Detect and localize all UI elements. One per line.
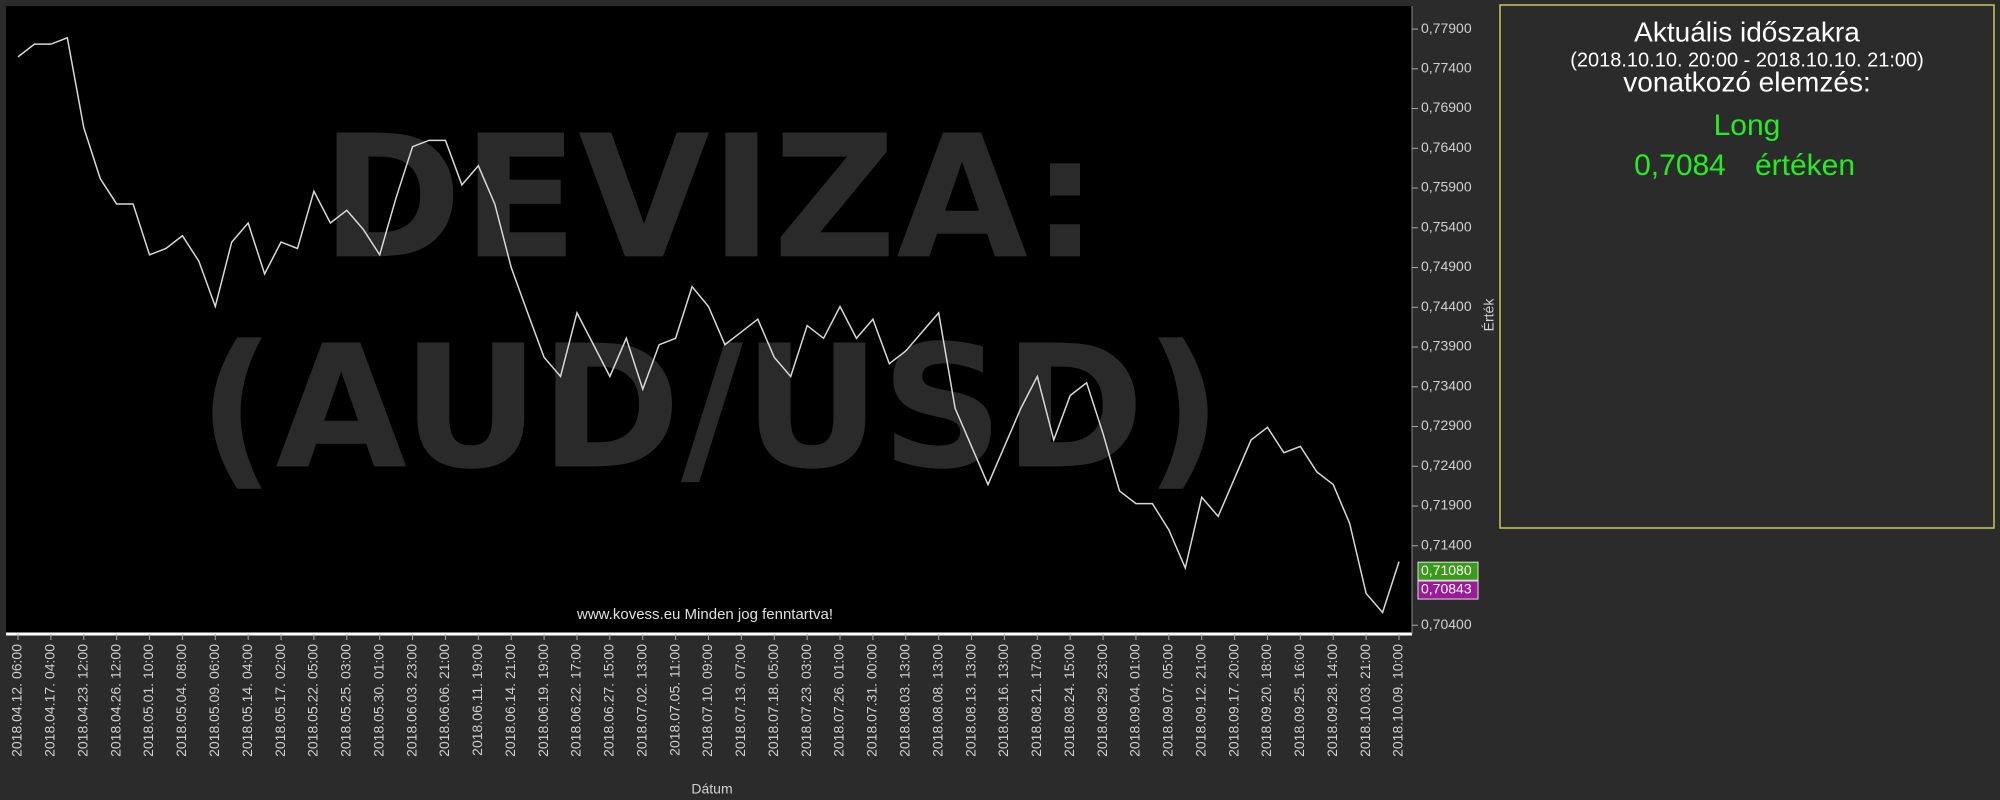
x-tick-label: 2018.06.03. 23:00 <box>403 644 419 757</box>
x-tick-label: 2018.07.10. 09:00 <box>699 644 715 757</box>
x-tick-label: 2018.04.23. 12:00 <box>74 644 90 757</box>
y-tick-label: 0,70400 <box>1421 616 1472 632</box>
y-tick-label: 0,74400 <box>1421 298 1472 314</box>
y-tick-label: 0,76900 <box>1421 99 1472 115</box>
x-tick-label: 2018.08.08. 13:00 <box>929 644 945 757</box>
x-tick-label: 2018.08.29. 23:00 <box>1094 644 1110 757</box>
price-marker <box>1417 561 1479 581</box>
y-tick-label: 0,75900 <box>1421 179 1472 195</box>
price-marker <box>1417 580 1479 600</box>
x-tick-label: 2018.06.06. 21:00 <box>436 644 452 757</box>
y-axis-title: Érték <box>1481 298 1497 332</box>
x-tick-label: 2018.04.12. 06:00 <box>9 644 25 757</box>
panel-signal: Long <box>1714 109 1781 142</box>
y-tick-label: 0,72900 <box>1421 417 1472 433</box>
x-tick-label: 2018.10.09. 10:00 <box>1390 644 1406 757</box>
x-tick-label: 2018.06.27. 15:00 <box>601 644 617 757</box>
x-tick-label: 2018.07.18. 05:00 <box>765 644 781 757</box>
x-tick-label: 2018.05.25. 03:00 <box>338 644 354 757</box>
price-line <box>17 36 1400 615</box>
price-marker-label: 0,71080 <box>1421 562 1472 578</box>
x-tick-label: 2018.07.13. 07:00 <box>732 644 748 757</box>
x-tick-label: 2018.09.17. 20:00 <box>1225 644 1241 757</box>
x-tick-label: 2018.08.21. 17:00 <box>1028 644 1044 757</box>
y-tick-label: 0,77400 <box>1421 60 1472 76</box>
x-tick-label: 2018.06.14. 21:00 <box>502 644 518 757</box>
x-tick-label: 2018.08.16. 13:00 <box>995 644 1011 757</box>
x-tick-label: 2018.09.28. 14:00 <box>1324 644 1340 757</box>
price-marker-label: 0,70843 <box>1421 581 1472 597</box>
x-tick-label: 2018.08.13. 13:00 <box>962 644 978 757</box>
x-tick-label: 2018.09.07. 05:00 <box>1160 644 1176 757</box>
x-tick-label: 2018.08.03. 13:00 <box>896 644 912 757</box>
x-tick-label: 2018.06.22. 17:00 <box>568 644 584 757</box>
y-tick-label: 0,73900 <box>1421 338 1472 354</box>
y-tick-label: 0,75400 <box>1421 218 1472 234</box>
x-tick-label: 2018.07.05. 11:00 <box>666 644 682 756</box>
watermark: DEVIZA: <box>321 99 1099 297</box>
x-tick-label: 2018.07.26. 01:00 <box>831 644 847 757</box>
x-tick-label: 2018.05.09. 06:00 <box>206 644 222 757</box>
panel-period: (2018.10.10. 20:00 - 2018.10.10. 21:00) <box>1570 49 1924 71</box>
x-tick-label: 2018.05.14. 04:00 <box>239 644 255 757</box>
y-tick-label: 0,74900 <box>1421 258 1472 274</box>
y-tick-label: 0,73400 <box>1421 377 1472 393</box>
x-tick-label: 2018.08.24. 15:00 <box>1061 644 1077 757</box>
watermark: (AUD/USD) <box>198 309 1223 507</box>
x-tick-label: 2018.07.31. 00:00 <box>864 644 880 757</box>
x-tick-label: 2018.05.22. 05:00 <box>305 644 321 757</box>
x-tick-label: 2018.04.17. 04:00 <box>42 644 58 757</box>
x-tick-label: 2018.04.26. 12:00 <box>107 644 123 757</box>
panel-title: Aktuális időszakra <box>1634 16 1860 47</box>
x-axis-title: Dátum <box>691 781 732 797</box>
panel-price-suffix: értéken <box>1755 149 1855 182</box>
panel-price: 0,7084 <box>1634 149 1726 182</box>
x-tick-label: 2018.09.25. 16:00 <box>1291 644 1307 757</box>
analysis-panel <box>1499 4 1995 529</box>
y-tick-label: 0,77900 <box>1421 20 1472 36</box>
x-tick-label: 2018.09.20. 18:00 <box>1258 644 1274 757</box>
x-tick-label: 2018.07.02. 13:00 <box>633 644 649 757</box>
x-tick-label: 2018.05.01. 10:00 <box>140 644 156 757</box>
x-tick-label: 2018.05.17. 02:00 <box>272 644 288 757</box>
x-tick-label: 2018.07.23. 03:00 <box>798 644 814 757</box>
plot-area <box>6 6 1412 634</box>
x-tick-label: 2018.05.30. 01:00 <box>370 644 386 757</box>
x-tick-label: 2018.09.12. 21:00 <box>1192 644 1208 757</box>
y-tick-label: 0,76400 <box>1421 139 1472 155</box>
y-tick-label: 0,71400 <box>1421 536 1472 552</box>
x-tick-label: 2018.06.19. 19:00 <box>535 644 551 757</box>
panel-subtitle: vonatkozó elemzés: <box>1623 66 1870 97</box>
x-tick-label: 2018.05.04. 08:00 <box>173 644 189 757</box>
x-tick-label: 2018.10.03. 21:00 <box>1357 644 1373 757</box>
x-tick-label: 2018.06.11. 19:00 <box>469 644 485 756</box>
y-tick-label: 0,71900 <box>1421 497 1472 513</box>
y-tick-label: 0,72400 <box>1421 457 1472 473</box>
x-tick-label: 2018.09.04. 01:00 <box>1127 644 1143 757</box>
footer: www.kovess.eu Minden jog fenntartva! <box>576 606 833 623</box>
